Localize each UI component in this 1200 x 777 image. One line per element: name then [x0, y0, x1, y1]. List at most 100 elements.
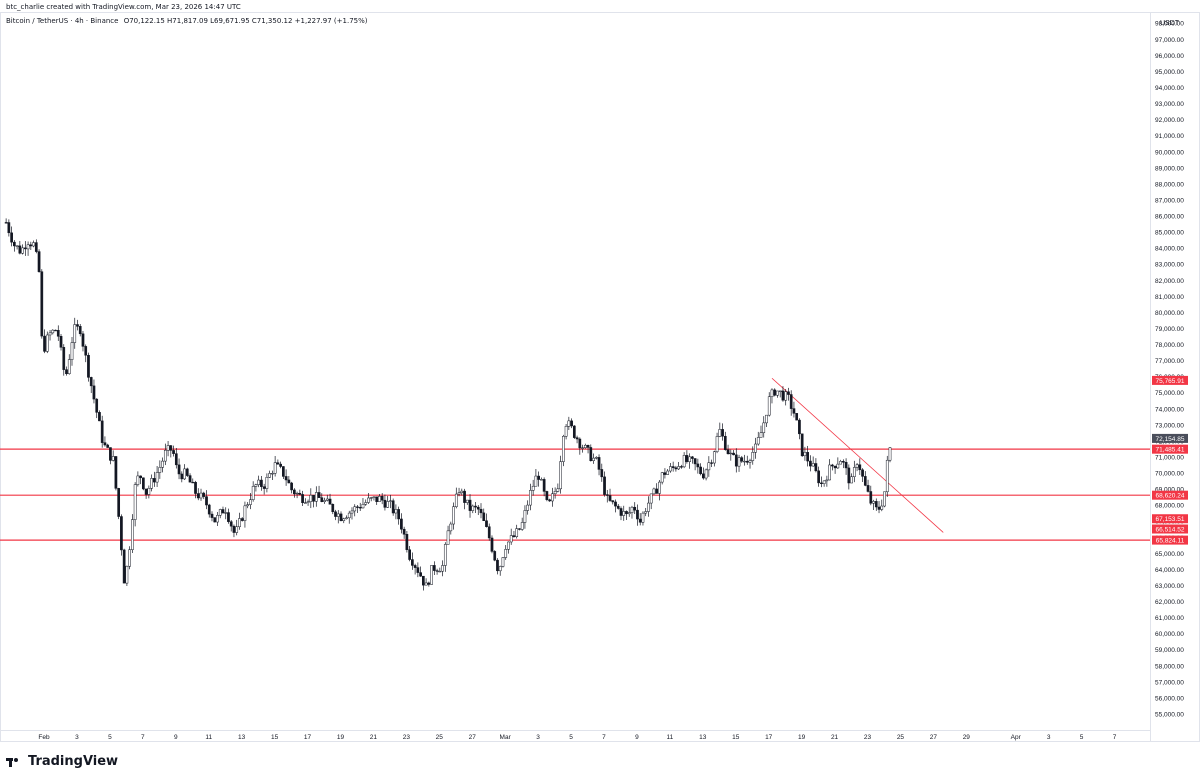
candle-body: [638, 518, 642, 523]
author-caption: btc_charlie created with TradingView.com…: [6, 3, 241, 11]
candle-body: [435, 570, 439, 572]
candle-body: [268, 473, 271, 478]
candle-body: [314, 492, 318, 502]
candle-body: [682, 455, 686, 468]
candle-body: [707, 462, 711, 471]
candle-body: [7, 222, 11, 234]
candle-body: [781, 390, 785, 401]
candle-body: [232, 525, 236, 533]
candle-body: [243, 505, 247, 521]
candle-body: [378, 496, 381, 502]
candle-body: [87, 354, 90, 378]
candle-body: [438, 570, 442, 573]
candle-body: [680, 466, 683, 468]
candle-body: [820, 482, 823, 484]
price-chart[interactable]: USDT 55,000.00 56,000.00 57,000.00 58,000.00…: [0, 12, 1200, 742]
candle-body: [301, 494, 304, 503]
y-tick-label: 56,000.00: [1155, 695, 1184, 702]
candle-body: [523, 510, 527, 523]
x-tick-label: 19: [337, 734, 345, 741]
candle-body: [663, 472, 667, 475]
price-label-box: [1152, 514, 1188, 524]
candle-body: [493, 551, 497, 561]
candle-body: [309, 494, 313, 502]
y-tick-label: 68,000.00: [1155, 503, 1184, 510]
y-tick-label: 55,000.00: [1155, 711, 1184, 718]
candle-body: [364, 502, 368, 505]
candle-body: [828, 464, 831, 481]
y-tick-label: 90,000.00: [1155, 149, 1184, 156]
candle-body: [37, 251, 41, 272]
candle-body: [608, 495, 612, 501]
candle-body: [100, 420, 104, 443]
candle-body: [328, 498, 332, 505]
price-label-box: [1152, 444, 1188, 454]
candle-body: [660, 472, 664, 483]
candle-body: [718, 429, 722, 437]
candle-body: [496, 559, 499, 572]
candle-body: [419, 572, 422, 577]
y-tick-label: 95,000.00: [1155, 69, 1184, 76]
candle-body: [4, 222, 8, 224]
candle-body: [567, 420, 571, 427]
candle-body: [487, 526, 491, 539]
candle-body: [350, 510, 354, 514]
candle-body: [454, 493, 458, 507]
candle-body: [806, 452, 810, 462]
candle-body: [446, 530, 450, 545]
x-tick-label: 5: [1080, 734, 1084, 741]
x-tick-label: Mar: [500, 734, 512, 741]
candle-body: [597, 457, 601, 470]
candle-body: [704, 469, 708, 479]
candle-body: [416, 567, 420, 573]
candle-body: [710, 462, 713, 464]
candle-body: [254, 484, 258, 487]
candle-body: [529, 490, 532, 506]
candle-body: [625, 511, 628, 515]
y-tick-label: 94,000.00: [1155, 85, 1184, 92]
candle-body: [622, 511, 626, 516]
price-label-box: [1152, 524, 1188, 534]
candle-body: [389, 500, 392, 502]
candle-body: [249, 499, 252, 505]
candle-body: [655, 488, 659, 494]
candle-body: [334, 511, 337, 517]
candle-body: [202, 492, 206, 497]
price-label-box: [1152, 490, 1188, 500]
candle-body: [21, 247, 24, 254]
tradingview-brand: TradingView: [6, 754, 118, 769]
x-tick-label: 15: [271, 734, 279, 741]
candle-body: [600, 469, 604, 478]
y-tick-label: 75,000.00: [1155, 390, 1184, 397]
x-tick-label: 29: [963, 734, 971, 741]
candle-body: [262, 486, 266, 489]
candle-body: [671, 466, 675, 468]
candle-body: [545, 491, 549, 500]
y-tick-label: 61,000.00: [1155, 615, 1184, 622]
candle-body: [205, 496, 208, 506]
candle-body: [133, 484, 137, 520]
x-tick-label: 9: [174, 734, 178, 741]
candle-body: [13, 241, 16, 247]
x-tick-label: 11: [666, 734, 673, 741]
candle-body: [139, 475, 142, 479]
chart-border: [0, 12, 1200, 742]
candle-body: [43, 335, 46, 352]
candle-body: [199, 492, 203, 499]
candle-body: [877, 506, 881, 510]
candle-body: [603, 476, 606, 495]
candle-body: [452, 506, 455, 525]
chart-frame[interactable]: USDT 55,000.00 56,000.00 57,000.00 58,000.00…: [0, 12, 1200, 742]
candle-body: [303, 502, 307, 504]
candle-body: [858, 464, 862, 471]
candle-body: [460, 490, 464, 493]
candle-body: [380, 496, 384, 501]
candle-body: [542, 479, 546, 492]
candle-body: [114, 456, 118, 489]
candle-body: [70, 342, 74, 360]
y-tick-label: 89,000.00: [1155, 165, 1184, 172]
candle-body: [844, 462, 848, 469]
x-tick-label: 13: [238, 734, 246, 741]
candle-body: [144, 488, 148, 495]
candle-body: [841, 461, 845, 463]
